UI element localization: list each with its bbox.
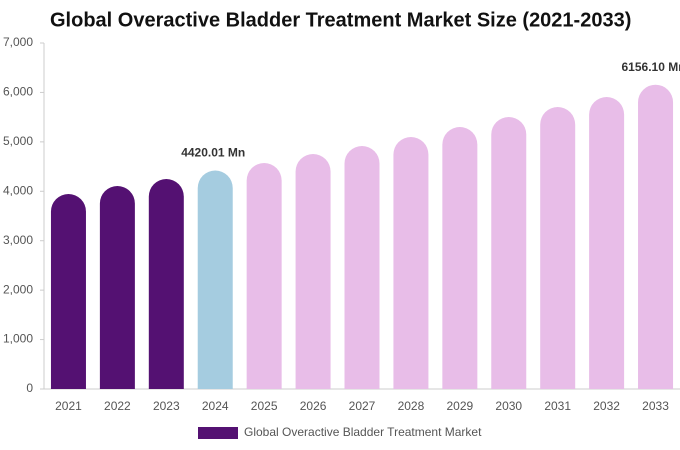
x-tick-label: 2028: [398, 399, 425, 413]
y-tick-label: 4,000: [3, 183, 33, 197]
bar: [246, 163, 282, 389]
x-tick-label: 2023: [153, 399, 180, 413]
x-tick-label: 2027: [349, 399, 376, 413]
bar: [442, 127, 478, 389]
bar: [295, 154, 331, 389]
data-label: 4420.01 Mn: [181, 146, 245, 160]
x-tick-label: 2024: [202, 399, 229, 413]
y-tick-label: 2,000: [3, 282, 33, 296]
y-tick-label: 0: [26, 381, 33, 395]
x-tick-label: 2031: [544, 399, 571, 413]
x-tick-label: 2022: [104, 399, 131, 413]
bar: [491, 116, 527, 389]
x-tick-label: 2029: [446, 399, 473, 413]
x-tick-label: 2032: [593, 399, 620, 413]
bar: [589, 97, 625, 390]
x-tick-label: 2021: [55, 399, 82, 413]
data-label: 6156.10 Mn: [622, 60, 680, 74]
bar: [50, 194, 86, 389]
x-tick-label: 2030: [495, 399, 522, 413]
y-tick-label: 6,000: [3, 85, 33, 99]
y-tick-label: 7,000: [3, 35, 33, 49]
bar: [148, 179, 184, 389]
chart-title: Global Overactive Bladder Treatment Mark…: [50, 9, 631, 31]
legend-label: Global Overactive Bladder Treatment Mark…: [244, 425, 482, 439]
bar: [197, 170, 233, 389]
bar: [540, 107, 576, 389]
bar: [638, 84, 674, 389]
bar: [99, 185, 135, 389]
bar: [344, 146, 380, 389]
x-tick-label: 2025: [251, 399, 278, 413]
y-tick-label: 1,000: [3, 332, 33, 346]
y-tick-label: 5,000: [3, 134, 33, 148]
y-tick-label: 3,000: [3, 233, 33, 247]
x-tick-label: 2033: [642, 399, 669, 413]
legend-swatch: [198, 427, 238, 439]
x-tick-label: 2026: [300, 399, 327, 413]
bar: [393, 137, 429, 389]
